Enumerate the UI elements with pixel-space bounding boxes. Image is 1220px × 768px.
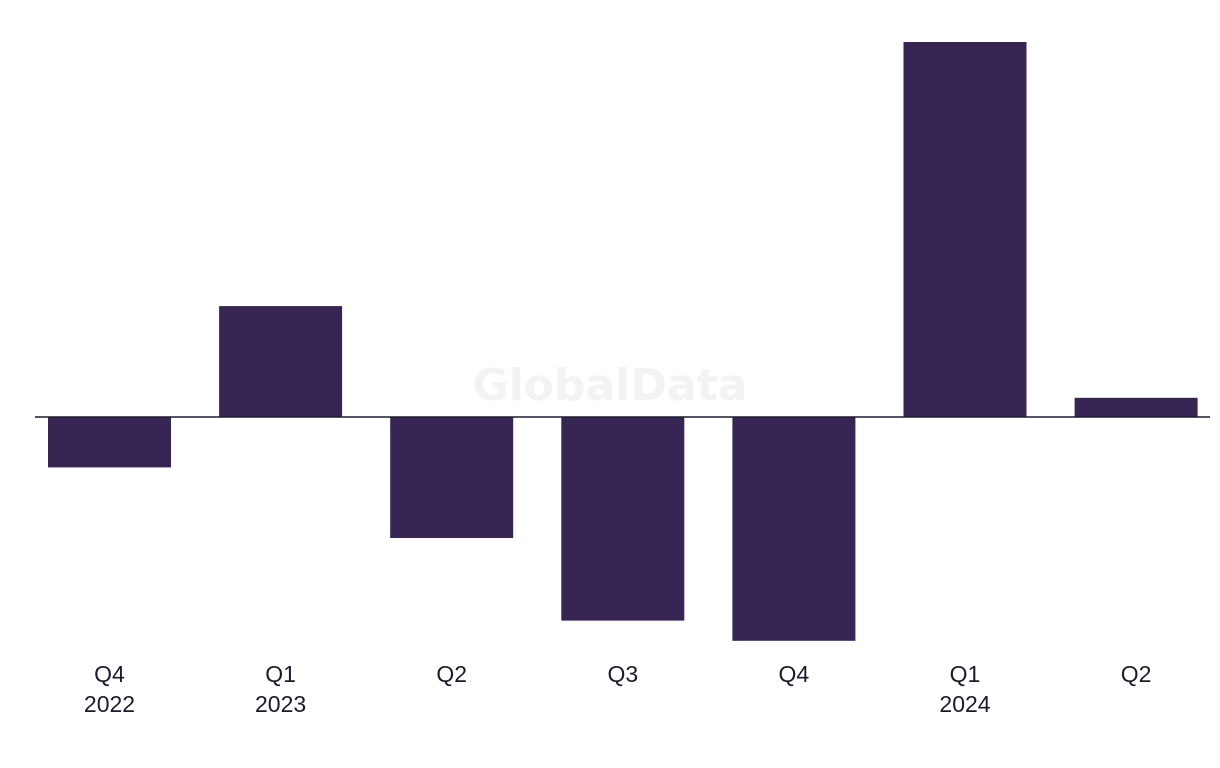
x-tick-label-year: 2023 <box>255 691 306 717</box>
x-tick-label-quarter: Q3 <box>607 661 638 687</box>
bars-group <box>48 42 1198 641</box>
bar <box>561 417 685 621</box>
x-axis-labels: Q4 2022 Q1 2023 Q2 Q3 Q4 Q1 2024 Q2 <box>84 661 1152 717</box>
bar <box>1074 397 1198 417</box>
x-tick-label-quarter: Q4 <box>779 661 810 687</box>
x-tick-label-quarter: Q4 <box>94 661 125 687</box>
x-tick-label-quarter: Q2 <box>1121 661 1152 687</box>
x-tick-label-quarter: Q2 <box>436 661 467 687</box>
x-tick-label-quarter: Q1 <box>265 661 296 687</box>
bar <box>48 417 171 468</box>
x-tick-label-quarter: Q1 <box>950 661 981 687</box>
x-tick-label-year: 2022 <box>84 691 135 717</box>
bar <box>732 417 856 641</box>
bar <box>219 306 343 417</box>
x-tick-label-year: 2024 <box>939 691 990 717</box>
bar <box>903 42 1027 417</box>
bar <box>390 417 514 538</box>
watermark: GlobalData <box>473 360 748 411</box>
